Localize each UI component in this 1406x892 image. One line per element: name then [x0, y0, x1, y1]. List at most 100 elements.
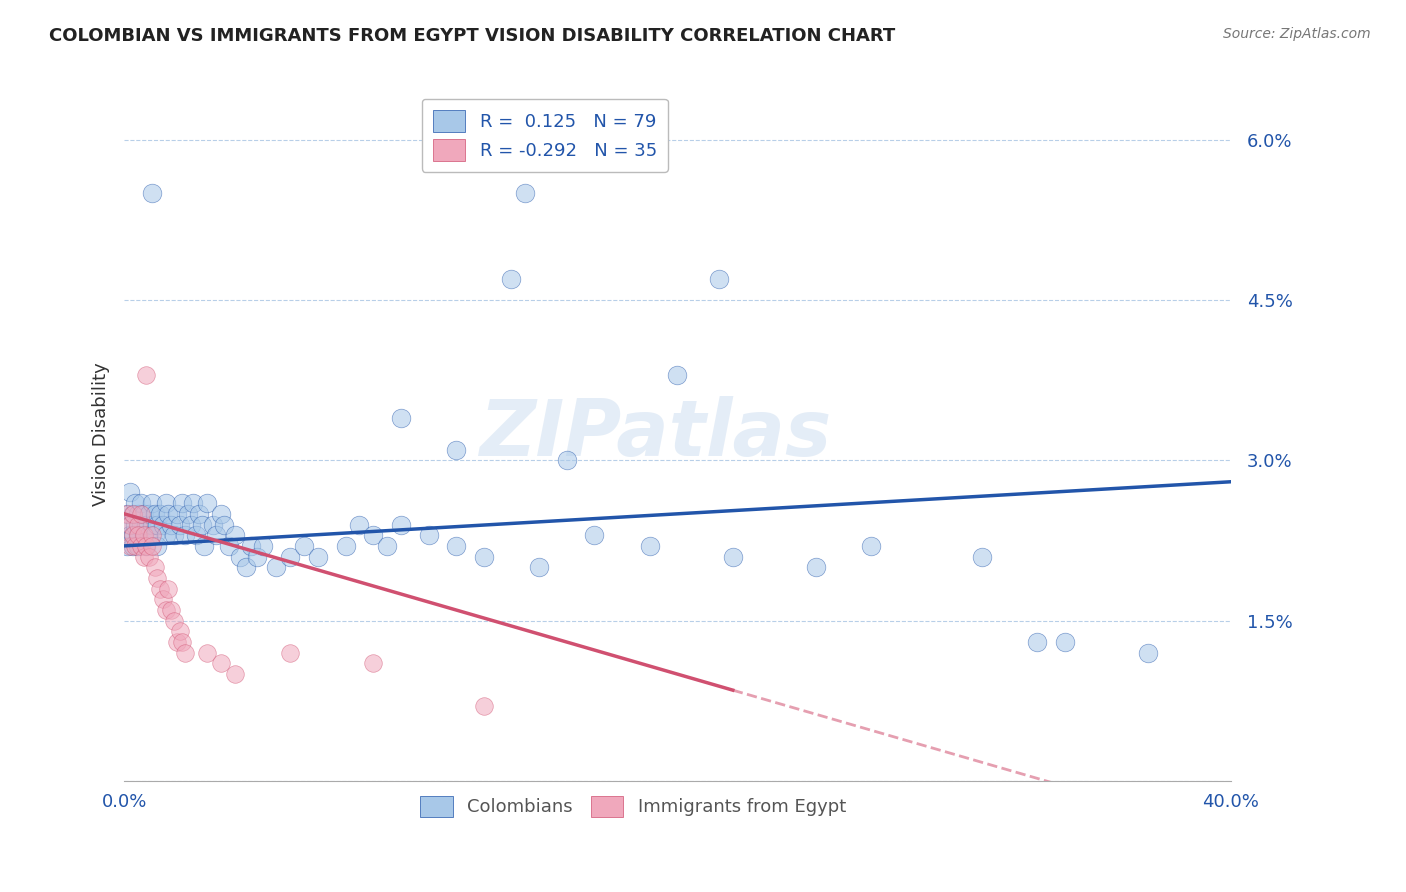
Point: [155, 496, 177, 510]
Point: [143, 528, 166, 542]
Point: [129, 496, 152, 510]
Point: [1053, 635, 1076, 649]
Point: [349, 517, 371, 532]
Point: [224, 528, 246, 542]
Point: [141, 517, 163, 532]
Point: [118, 539, 141, 553]
Point: [124, 517, 146, 532]
Point: [252, 539, 274, 553]
Point: [127, 539, 149, 553]
Point: [172, 496, 194, 510]
Point: [152, 592, 174, 607]
Point: [218, 539, 240, 553]
Point: [138, 549, 160, 564]
Point: [143, 560, 166, 574]
Point: [278, 646, 301, 660]
Point: [121, 528, 143, 542]
Point: [229, 549, 252, 564]
Point: [666, 368, 689, 382]
Point: [163, 614, 186, 628]
Point: [527, 560, 550, 574]
Point: [135, 368, 157, 382]
Point: [444, 442, 467, 457]
Point: [118, 517, 141, 532]
Point: [335, 539, 357, 553]
Point: [149, 507, 172, 521]
Point: [180, 517, 202, 532]
Point: [115, 507, 138, 521]
Point: [157, 582, 180, 596]
Point: [155, 603, 177, 617]
Point: [141, 496, 163, 510]
Point: [115, 507, 138, 521]
Point: [515, 186, 537, 201]
Point: [209, 507, 232, 521]
Point: [169, 624, 191, 639]
Point: [163, 528, 186, 542]
Point: [195, 496, 218, 510]
Point: [160, 517, 183, 532]
Point: [121, 507, 143, 521]
Point: [115, 539, 138, 553]
Point: [129, 517, 152, 532]
Point: [166, 635, 188, 649]
Point: [132, 528, 155, 542]
Point: [174, 646, 197, 660]
Point: [292, 539, 315, 553]
Point: [132, 528, 155, 542]
Point: [132, 507, 155, 521]
Point: [209, 657, 232, 671]
Point: [307, 549, 329, 564]
Point: [135, 517, 157, 532]
Point: [418, 528, 440, 542]
Point: [129, 507, 152, 521]
Point: [177, 507, 200, 521]
Point: [472, 699, 495, 714]
Point: [127, 517, 149, 532]
Point: [124, 496, 146, 510]
Point: [1026, 635, 1049, 649]
Point: [235, 560, 257, 574]
Point: [132, 549, 155, 564]
Point: [160, 603, 183, 617]
Point: [146, 571, 169, 585]
Point: [146, 517, 169, 532]
Point: [149, 582, 172, 596]
Point: [118, 517, 141, 532]
Point: [721, 549, 744, 564]
Text: COLOMBIAN VS IMMIGRANTS FROM EGYPT VISION DISABILITY CORRELATION CHART: COLOMBIAN VS IMMIGRANTS FROM EGYPT VISIO…: [49, 27, 896, 45]
Point: [138, 528, 160, 542]
Point: [155, 528, 177, 542]
Point: [121, 507, 143, 521]
Point: [361, 657, 384, 671]
Point: [212, 517, 235, 532]
Point: [190, 517, 212, 532]
Legend: Colombians, Immigrants from Egypt: Colombians, Immigrants from Egypt: [413, 789, 853, 824]
Point: [169, 517, 191, 532]
Point: [172, 635, 194, 649]
Point: [146, 539, 169, 553]
Point: [187, 507, 209, 521]
Point: [555, 453, 578, 467]
Point: [186, 528, 208, 542]
Point: [278, 549, 301, 564]
Point: [860, 539, 883, 553]
Point: [174, 528, 197, 542]
Text: ZIPatlas: ZIPatlas: [479, 396, 831, 472]
Point: [118, 528, 141, 542]
Point: [224, 667, 246, 681]
Point: [375, 539, 398, 553]
Point: [152, 517, 174, 532]
Point: [204, 528, 226, 542]
Point: [638, 539, 661, 553]
Text: Source: ZipAtlas.com: Source: ZipAtlas.com: [1223, 27, 1371, 41]
Point: [361, 528, 384, 542]
Point: [195, 646, 218, 660]
Point: [138, 507, 160, 521]
Point: [141, 186, 163, 201]
Point: [127, 507, 149, 521]
Point: [472, 549, 495, 564]
Point: [804, 560, 827, 574]
Point: [129, 539, 152, 553]
Point: [389, 517, 412, 532]
